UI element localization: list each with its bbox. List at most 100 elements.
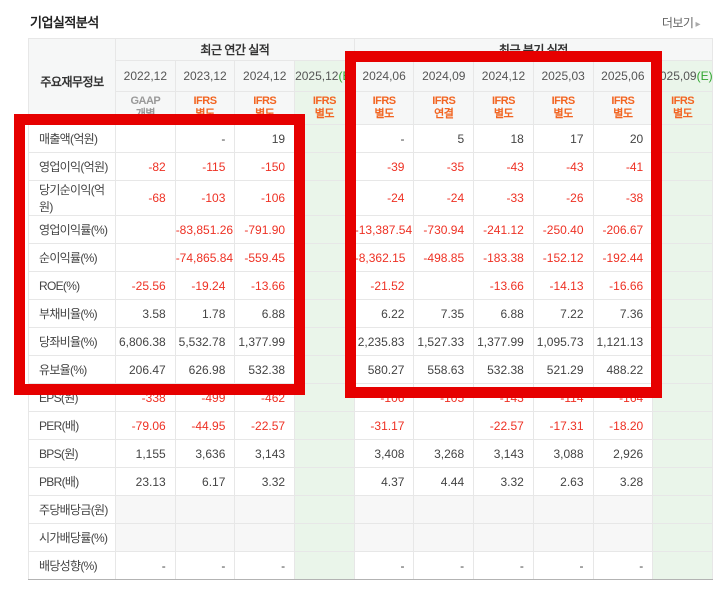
value-cell: 2,235.83 [353,327,415,356]
value-cell [234,495,296,524]
table-row: 영업이익률(%) -83,851.26 -791.90 -13,387.54 -730.… [28,215,713,244]
value-cell [294,551,355,580]
value-cell: -26 [532,180,594,216]
value-cell: 3,143 [473,439,534,468]
value-cell [294,383,355,412]
value-cell [294,152,355,181]
table-body: 매출액(억원) -19-5 18 17 20 영업이익(억원) -82 -115 -150 -39… [28,124,713,580]
value-cell: -43 [473,152,534,181]
standard-header-row: GAAP 개별 IFRS 별도 IFRS 별도 IFRS 별도 IFRS 별도 IFRS 연결 IFRS… [29,91,713,125]
value-cell [652,243,713,272]
value-cell: - [353,551,415,580]
value-cell: -68 [115,180,176,216]
value-cell: -150 [234,152,296,181]
value-cell [115,523,176,552]
value-cell: -183.38 [473,243,534,272]
table-row: 주당배당금(원) [28,495,713,524]
value-cell [234,523,296,552]
standard-header: IFRS 별도 [353,91,415,125]
value-cell: 3.28 [592,467,654,496]
value-cell: -103 [174,180,236,216]
value-cell: -115 [174,152,236,181]
value-cell [592,523,654,552]
value-cell [652,180,713,216]
value-cell: 2,926 [592,439,654,468]
period-header: 2024,12 [234,60,296,92]
row-label: 순이익률(%) [28,243,116,272]
value-cell: 532.38 [234,355,296,384]
value-cell: 1,377.99 [473,327,534,356]
value-cell: -14.13 [532,271,594,300]
value-cell: -13,387.54 [353,215,415,244]
table-row: PBR(배) 23.13 6.17 3.32 4.37 4.44 3.32 2.63 3.28 [28,467,713,496]
value-cell: -18.20 [592,411,654,440]
standard-header: IFRS 별도 [234,91,296,125]
value-cell: 1,377.99 [234,327,296,356]
standard-header: IFRS 별도 [174,91,236,125]
value-cell [652,439,713,468]
value-cell: -241.12 [473,215,534,244]
value-cell: 7.22 [532,299,594,328]
value-cell: -83,851.26 [174,215,236,244]
page-title: 기업실적분석 [30,15,99,30]
value-cell [473,495,534,524]
value-cell [652,124,713,153]
table-row: 배당성향(%) - - - - - - - - [28,551,713,580]
standard-header: IFRS 별도 [652,91,713,125]
value-cell: - [473,551,534,580]
period-header: 2025,12(E) [294,60,355,92]
value-cell: 6.22 [353,299,415,328]
value-cell: -16.66 [592,271,654,300]
value-cell: -13.66 [234,271,296,300]
row-label: 배당성향(%) [28,551,116,580]
more-link[interactable]: 더보기 ▸ [662,14,701,31]
standard-header: IFRS 연결 [413,91,475,125]
row-label: PBR(배) [28,467,116,496]
value-cell [353,495,415,524]
table-row: BPS(원) 1,155 3,636 3,143 3,408 3,268 3,143 3,08… [28,439,713,468]
standard-header: IFRS 별도 [294,91,355,125]
value-cell [652,271,713,300]
value-cell: 7.35 [413,299,475,328]
value-cell: 19 [234,124,296,153]
value-cell [294,439,355,468]
group-header-row: 주요재무정보 최근 연간 실적 최근 분기 실적 [28,38,714,125]
value-cell: -19.24 [174,271,236,300]
value-cell [294,124,355,153]
table-row: 영업이익(억원) -82 -115 -150 -39 -35 -43 -43 -41 [28,152,713,181]
corner-header: 주요재무정보 [28,38,116,125]
value-cell [115,124,176,153]
value-cell [652,467,713,496]
value-cell: -25.56 [115,271,176,300]
value-cell: 1,121.13 [592,327,654,356]
row-label: EPS(원) [28,383,116,412]
group-header-quarterly: 최근 분기 실적 [353,38,714,61]
value-cell: -143 [473,383,534,412]
value-cell: 3.32 [473,467,534,496]
standard-header: IFRS 별도 [592,91,654,125]
value-cell: - [174,551,236,580]
table-row: 당기순이익(억원) -68 -103 -106 -24 -24 -33 -26 -38 [28,180,713,216]
value-cell [413,495,475,524]
standard-header: IFRS 별도 [532,91,594,125]
value-cell: -43 [532,152,594,181]
value-cell: 18 [473,124,534,153]
value-cell: -730.94 [413,215,475,244]
value-cell: - [174,124,236,153]
value-cell: 4.44 [413,467,475,496]
value-cell [652,215,713,244]
table-row: 매출액(억원) -19-5 18 17 20 [28,124,713,153]
value-cell: -31.17 [353,411,415,440]
value-cell: 532.38 [473,355,534,384]
value-cell: 580.27 [353,355,415,384]
value-cell [294,271,355,300]
value-cell: 2.63 [532,467,594,496]
value-cell [652,551,713,580]
table-row: PER(배) -79.06 -44.95 -22.57 -31.17 -22.57 -17.… [28,411,713,440]
value-cell [115,215,176,244]
row-label: ROE(%) [28,271,116,300]
standard-header: GAAP 개별 [115,91,176,125]
period-header: 2024,06 [353,60,415,92]
value-cell [353,523,415,552]
